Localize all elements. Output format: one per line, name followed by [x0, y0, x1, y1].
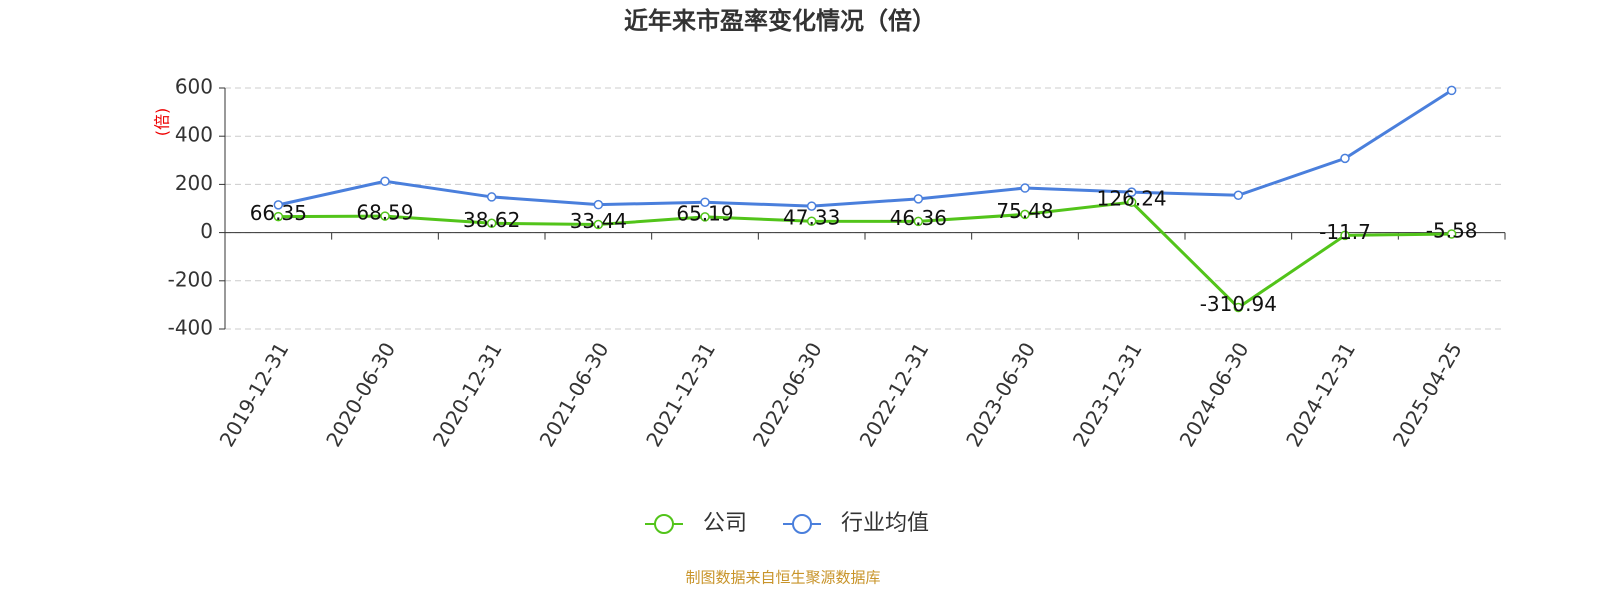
point: [700, 212, 710, 222]
point: [1020, 183, 1030, 193]
data-label: -310.94: [1200, 292, 1277, 316]
chart-title: 近年来市盈率变化情况（倍）: [624, 7, 936, 35]
data-label: 75.48: [996, 199, 1053, 223]
series-line: [278, 200, 1452, 310]
data-label: 38.62: [463, 208, 520, 232]
data-label: -5.58: [1426, 218, 1478, 242]
data-label: -11.7: [1319, 220, 1371, 244]
point: [1126, 187, 1137, 197]
data-label: 68.59: [356, 201, 413, 225]
legend-label: 公司: [703, 511, 747, 536]
point: [1446, 85, 1457, 96]
point: [1446, 229, 1457, 239]
y-tick-label: 400: [175, 123, 213, 147]
point: [273, 211, 284, 222]
data-label: 33.44: [570, 209, 627, 233]
legend-marker: [792, 514, 812, 534]
y-tick-label: -200: [168, 267, 213, 291]
legend-marker: [654, 514, 674, 534]
data-label: 46.36: [890, 206, 947, 230]
x-tick-label: 2021-06-30: [535, 338, 614, 451]
y-axis-label: (倍): [153, 108, 172, 137]
point: [1340, 230, 1350, 241]
point: [1233, 302, 1244, 313]
point: [700, 197, 710, 207]
x-tick-label: 2023-06-30: [961, 338, 1040, 451]
point: [486, 218, 497, 229]
point: [806, 201, 817, 211]
data-label: 66.35: [250, 201, 307, 225]
y-tick-label: 200: [175, 171, 213, 195]
point: [913, 194, 924, 204]
series-line: [278, 89, 1453, 208]
point: [380, 211, 390, 221]
x-tick-label: 2024-12-31: [1281, 338, 1360, 451]
point: [1233, 190, 1244, 200]
point: [913, 216, 924, 227]
data-label: 47.33: [783, 206, 840, 230]
point: [806, 216, 817, 226]
x-tick-label: 2020-12-31: [428, 338, 507, 451]
point: [1126, 197, 1137, 207]
x-tick-label: 2022-12-31: [855, 338, 934, 451]
data-label: 126.24: [1097, 187, 1167, 211]
point: [593, 199, 604, 210]
point: [380, 176, 390, 187]
x-tick-label: 2024-06-30: [1175, 338, 1254, 451]
x-tick-label: 2021-12-31: [641, 338, 720, 451]
y-tick-label: 600: [175, 75, 213, 99]
x-tick-label: 2023-12-31: [1068, 338, 1147, 451]
point: [1020, 209, 1030, 220]
point: [593, 219, 604, 230]
source-note: 制图数据来自恒生聚源数据库: [685, 569, 880, 587]
point: [1340, 153, 1350, 164]
point: [486, 192, 497, 202]
x-tick-label: 2025-04-25: [1388, 338, 1467, 451]
data-label: 65.19: [676, 201, 733, 225]
y-tick-label: -400: [168, 316, 213, 340]
y-tick-label: 0: [200, 219, 213, 243]
x-tick-label: 2019-12-31: [215, 338, 294, 451]
x-tick-label: 2020-06-30: [321, 338, 400, 451]
legend-label: 行业均值: [841, 511, 929, 536]
point: [273, 200, 284, 210]
x-tick-label: 2022-06-30: [748, 338, 827, 451]
